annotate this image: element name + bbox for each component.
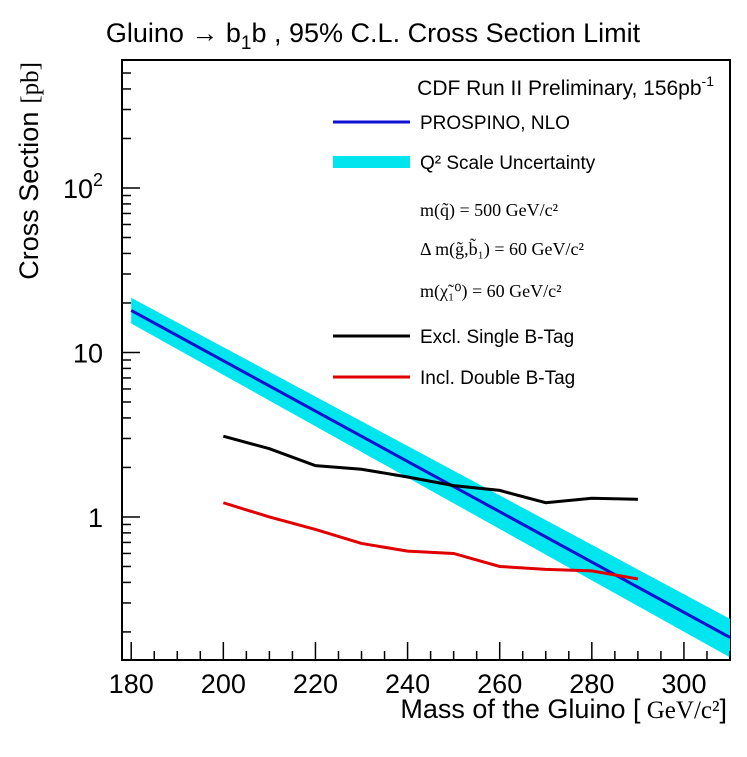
param-mass-difference: Δ m(g̃,b̃₁) = 60 GeV/c² (420, 237, 584, 260)
series-layer (130, 309, 731, 639)
legend-label-prospino: PROSPINO, NLO (420, 113, 570, 134)
legend-label-scale-uncertainty: Q² Scale Uncertainty (420, 153, 596, 174)
ticks-layer (122, 59, 731, 660)
x-tick-label: 180 (109, 669, 154, 699)
title-particle: b (226, 18, 241, 48)
scale-uncertainty-band (131, 297, 730, 658)
incl-double-btag-line (222, 501, 639, 581)
x-tick-label: 240 (385, 669, 430, 699)
y-tick-label: 10 (73, 338, 103, 368)
x-tick-label: 300 (661, 669, 706, 699)
x-tick-label: 260 (477, 669, 522, 699)
legend-label-single-btag: Excl. Single B-Tag (420, 327, 574, 348)
experiment-annotation: CDF Run II Preliminary, 156pb-1 (417, 73, 714, 100)
prospino-nlo-line (130, 309, 731, 639)
y-axis-label: Cross Section[pb] (14, 62, 44, 280)
uncertainty-band-layer (131, 297, 730, 658)
param-squark-mass: m(q̃) = 500 GeV/c² (420, 200, 558, 221)
y-tick-label: 1 (88, 503, 103, 533)
x-tick-label: 280 (569, 669, 614, 699)
x-tick-label: 220 (293, 669, 338, 699)
x-tick-labels: 180 200 220 240 260 280 300 (109, 669, 707, 699)
legend-label-double-btag: Incl. Double B-Tag (420, 368, 575, 389)
y-tick-labels: 1 10 102 (63, 170, 103, 533)
y-tick-label: 102 (63, 170, 103, 204)
x-tick-label: 200 (201, 669, 246, 699)
param-neutralino-mass: m(χ̃₁⁰) = 60 GeV/c² (420, 281, 562, 302)
x-axis-label: Mass of the Gluino [ GeV/c²] (400, 694, 727, 724)
chart-title: Gluino → b1b , 95% C.L. Cross Section Li… (106, 18, 641, 54)
title-particle-sub: 1 (241, 33, 252, 54)
legend: PROSPINO, NLO Q² Scale Uncertainty m(q̃)… (333, 113, 596, 389)
excl-single-btag-line (222, 434, 638, 505)
